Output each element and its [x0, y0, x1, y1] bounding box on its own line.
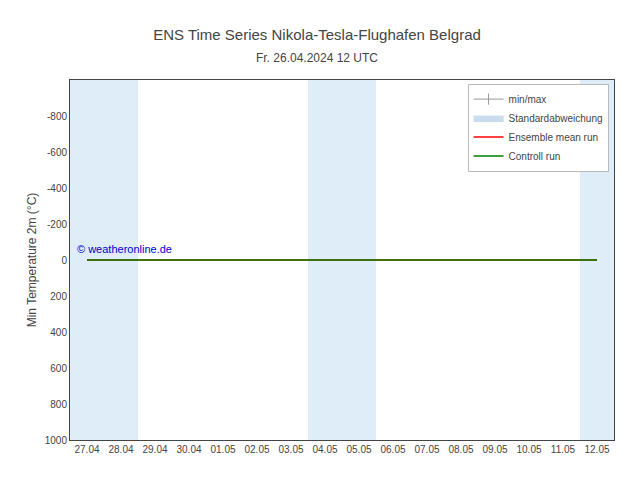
svg-text:03.05: 03.05 — [278, 444, 303, 455]
svg-text:08.05: 08.05 — [448, 444, 473, 455]
svg-text:Ensemble mean run: Ensemble mean run — [509, 132, 599, 143]
svg-text:06.05: 06.05 — [380, 444, 405, 455]
svg-text:1000: 1000 — [45, 435, 68, 446]
svg-text:Standardabweichung: Standardabweichung — [509, 113, 603, 124]
svg-text:Min Temperature 2m (°C): Min Temperature 2m (°C) — [25, 193, 39, 328]
svg-text:30.04: 30.04 — [176, 444, 201, 455]
svg-text:© weatheronline.de: © weatheronline.de — [77, 243, 172, 255]
svg-text:Controll run: Controll run — [509, 151, 561, 162]
svg-text:600: 600 — [50, 363, 67, 374]
svg-text:02.05: 02.05 — [244, 444, 269, 455]
svg-text:28.04: 28.04 — [108, 444, 133, 455]
svg-text:04.05: 04.05 — [312, 444, 337, 455]
svg-text:0: 0 — [61, 255, 67, 266]
svg-text:ENS Time Series Nikola-Tesla-F: ENS Time Series Nikola-Tesla-Flughafen B… — [153, 26, 481, 43]
svg-text:-400: -400 — [47, 183, 67, 194]
svg-text:27.04: 27.04 — [74, 444, 99, 455]
svg-text:09.05: 09.05 — [482, 444, 507, 455]
svg-text:Fr. 26.04.2024 12 UTC: Fr. 26.04.2024 12 UTC — [256, 51, 378, 65]
svg-text:-600: -600 — [47, 147, 67, 158]
svg-text:12.05: 12.05 — [584, 444, 609, 455]
svg-text:05.05: 05.05 — [346, 444, 371, 455]
svg-text:01.05: 01.05 — [210, 444, 235, 455]
svg-text:10.05: 10.05 — [516, 444, 541, 455]
svg-text:800: 800 — [50, 399, 67, 410]
svg-text:11.05: 11.05 — [551, 444, 576, 455]
svg-text:-800: -800 — [47, 111, 67, 122]
svg-text:07.05: 07.05 — [414, 444, 439, 455]
svg-text:-200: -200 — [47, 219, 67, 230]
svg-text:200: 200 — [50, 291, 67, 302]
svg-text:400: 400 — [50, 327, 67, 338]
svg-text:min/max: min/max — [509, 94, 547, 105]
svg-text:29.04: 29.04 — [142, 444, 167, 455]
